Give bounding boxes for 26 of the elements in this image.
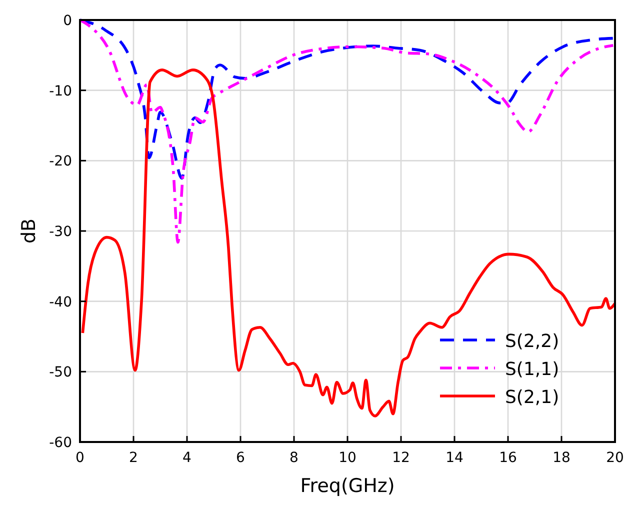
line-series	[81, 68, 615, 418]
y-axis-title: dB	[18, 218, 40, 244]
x-tick-label: 16	[499, 450, 517, 466]
x-tick-label: 20	[606, 450, 624, 466]
y-tick-label: -60	[49, 435, 72, 451]
x-tick-label: 2	[129, 450, 138, 466]
y-tick-label: 0	[63, 13, 72, 29]
x-axis-title: Freq(GHz)	[300, 475, 395, 497]
line-series	[80, 18, 615, 244]
x-tick-label: 12	[392, 450, 410, 466]
legend-label: S(1,1)	[505, 359, 560, 380]
legend-label: S(2,2)	[505, 331, 560, 352]
legend-label: S(2,1)	[505, 387, 560, 408]
x-tick-label: 8	[290, 450, 298, 466]
x-tick-label: 0	[76, 450, 84, 466]
line-series	[80, 18, 615, 180]
x-tick-label: 6	[236, 450, 246, 466]
x-tick-label: 4	[182, 450, 192, 466]
y-tick-label: -10	[49, 83, 72, 100]
x-tick-label: 10	[338, 450, 356, 466]
y-tick-label: -40	[49, 294, 72, 310]
y-tick-label: -50	[49, 364, 72, 381]
y-tick-label: -20	[49, 154, 72, 170]
x-tick-label: 18	[552, 450, 570, 466]
y-tick-label: -30	[49, 224, 72, 240]
x-tick-label: 14	[446, 450, 464, 466]
